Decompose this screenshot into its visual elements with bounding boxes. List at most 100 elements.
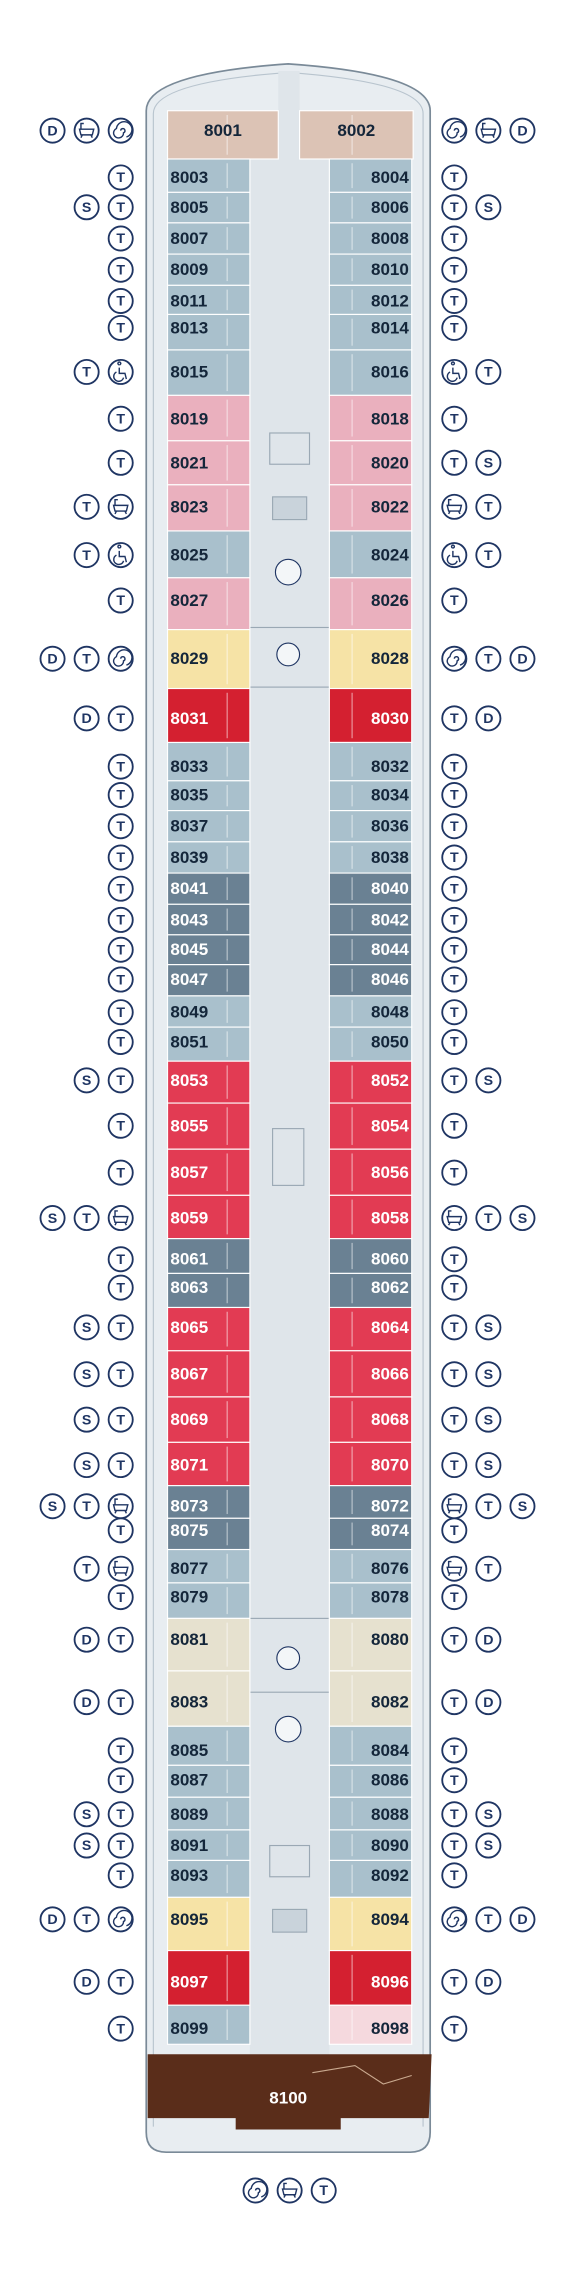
badge-ring [475,645,502,672]
cabin-number: 8037 [170,817,208,836]
badge-letter: S [518,1211,527,1227]
badge-letter: S [82,1412,91,1428]
cabin-number: 8065 [170,1318,208,1337]
badge-letter: S [484,1073,493,1089]
badge-ring [475,1406,502,1433]
amenity-icon [107,645,134,672]
cabin-number: 8004 [371,168,409,187]
badge-letter: T [82,651,91,667]
cabin [166,1441,251,1487]
badge-ring [509,1906,536,1933]
icon-ring [276,2177,303,2204]
badge-ring [107,1968,134,1995]
cabin [166,2004,251,2045]
badge-letter: T [450,1005,459,1021]
cabin-number: 8053 [170,1071,208,1090]
badge-letter: S [484,1807,493,1823]
amenity-icon [441,1906,468,1933]
cabin-number: 8049 [170,1003,208,1022]
cabin-number: 8099 [170,2019,208,2038]
badge-ring [73,1493,100,1520]
badge-letter: S [82,1807,91,1823]
badge-letter: T [116,881,125,897]
cabin-number: 8073 [170,1497,208,1516]
badge-letter: T [116,850,125,866]
icon-glyph [281,2182,298,2198]
cabin-number: 8026 [371,591,409,610]
cabin [166,964,251,997]
badge-letter: T [116,788,125,804]
badge-letter: T [450,1807,459,1823]
badge-ring [107,1862,134,1889]
cabin-number: 8074 [371,1521,409,1540]
badge-ring [441,1626,468,1653]
badge-letter: T [82,365,91,381]
badge-ring [441,1406,468,1433]
badge-ring [441,256,468,283]
cabin-number: 8093 [170,1866,208,1885]
badge-letter: T [116,456,125,472]
cabin [328,253,413,286]
badge-letter: T [450,262,459,278]
icon-ring [107,1555,134,1582]
cabin [166,1350,251,1398]
badge-ring [475,1689,502,1716]
cabin-number: 8064 [371,1318,409,1337]
badge-ring [107,1626,134,1653]
cabin [166,1194,251,1240]
icon-glyph [446,499,463,515]
badge-letter: T [450,170,459,186]
cabin-number: 8097 [170,1972,208,1991]
badge-ring [475,194,502,221]
badge-ring [39,1906,66,1933]
badge-ring [475,449,502,476]
cabin-number: 8063 [170,1278,208,1297]
cabin [328,1670,413,1727]
badge-letter: T [450,759,459,775]
cabin-number: 8080 [371,1630,409,1649]
badge-letter: T [450,913,459,929]
badge-letter: T [450,881,459,897]
cabin-number: 8044 [371,940,409,959]
badge-ring [441,936,468,963]
badge-ring [73,1067,100,1094]
cabin [166,1725,251,1766]
cabin [328,1350,413,1398]
badge-ring [73,705,100,732]
badge-ring [107,999,134,1026]
badge-letter: T [82,548,91,564]
amenity-icon [441,542,468,569]
badge-letter: T [116,759,125,775]
badge-letter: T [116,1458,125,1474]
amenity-icon [441,1493,468,1520]
cabin [166,1896,251,1952]
badge-letter: T [116,819,125,835]
cabin [328,1582,413,1619]
badge-letter: T [116,1320,125,1336]
badge-letter: T [116,1005,125,1021]
amenity-icon [441,117,468,144]
cabin [328,440,413,486]
cabin-number: 8012 [371,291,409,310]
cabin [166,253,251,286]
badge-letter: T [450,593,459,609]
badge-ring [441,705,468,732]
badge-letter: T [484,1499,493,1515]
badge-letter: T [116,321,125,337]
badge-letter: T [450,200,459,216]
cabin-number: 8054 [371,1116,409,1135]
badge-letter: D [483,711,493,727]
cabin-number: 8082 [371,1693,409,1712]
badge-ring [107,844,134,871]
icon-glyph [446,1210,463,1226]
cabin-number: 8085 [170,1741,208,1760]
badge-ring [475,1968,502,1995]
badge-letter: S [48,1211,57,1227]
badge-letter: T [116,1252,125,1268]
badge-ring [39,1205,66,1232]
badge-ring [73,645,100,672]
cabin-number: 8068 [371,1410,409,1429]
cabin [328,629,413,690]
cabin-number: 8027 [170,591,208,610]
badge-ring [73,1801,100,1828]
